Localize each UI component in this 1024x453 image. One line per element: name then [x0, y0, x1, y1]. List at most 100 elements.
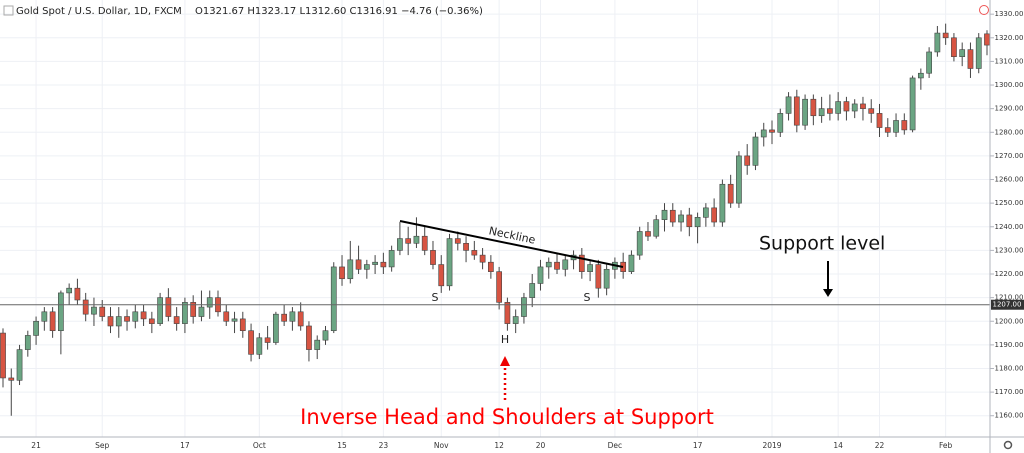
candle-body [521, 297, 527, 317]
y-tick-label: 1170.00 [995, 388, 1024, 396]
x-tick-label: 2019 [762, 441, 781, 450]
x-tick-label: 20 [536, 441, 546, 450]
axes: 1160.00 1170.00 1180.00 1190.00 1200.00 1210.… [31, 10, 1024, 450]
candle-body [182, 302, 188, 324]
candle-body [91, 306, 97, 315]
candle-body [430, 250, 436, 265]
candle-body [901, 120, 908, 131]
candle-body [140, 311, 147, 320]
candle-body [454, 238, 461, 244]
candle-body [884, 127, 891, 133]
candle-body [99, 306, 106, 317]
candle-body [702, 207, 709, 218]
candle-body [537, 266, 544, 284]
candle-body [951, 37, 957, 57]
candle-body [984, 33, 990, 46]
candle-body [380, 261, 387, 268]
candle-body [463, 243, 469, 251]
candle-body [653, 219, 660, 237]
caption: Inverse Head and Shoulders at Support [300, 405, 714, 429]
candle-body [744, 155, 751, 166]
candle-body [860, 103, 866, 109]
neckline [399, 220, 624, 268]
candle-body [24, 335, 31, 350]
candle-body [645, 231, 651, 237]
candle-body [231, 318, 238, 322]
candle-body [330, 266, 337, 332]
candle-body [959, 49, 966, 57]
candle-body [562, 259, 569, 270]
y-tick-label: 1270.00 [995, 152, 1024, 160]
candle-body [264, 337, 271, 343]
y-tick-label: 1230.00 [995, 246, 1024, 254]
candle-body [248, 330, 254, 355]
x-tick-label: Nov [434, 441, 449, 450]
candle-body [587, 264, 593, 272]
x-tick-label: 17 [693, 441, 703, 450]
y-tick-label: 1160.00 [995, 412, 1024, 420]
candle-body [49, 311, 56, 332]
candle-body [504, 302, 511, 324]
symbol-icon[interactable] [3, 5, 14, 16]
candle-body [678, 214, 684, 223]
candle-body [661, 209, 668, 220]
candle-body [132, 311, 139, 322]
candle-body [124, 316, 130, 322]
y-tick-label: 1180.00 [995, 364, 1024, 372]
candle-body [926, 51, 932, 74]
candle-body [16, 349, 23, 381]
candle-body [107, 316, 114, 327]
settings-icon[interactable] [1003, 440, 1013, 450]
candle-body [578, 254, 585, 272]
candle-body [488, 261, 494, 272]
candle-body [711, 207, 717, 223]
candle-body [851, 103, 858, 112]
x-tick-label: Dec [608, 441, 623, 450]
candle-body [8, 377, 15, 381]
candle-body [273, 313, 279, 343]
candle-body [967, 49, 974, 69]
head-arrow-head [500, 356, 510, 366]
candle-body [876, 113, 883, 128]
candle-body [760, 129, 767, 138]
candle-body [636, 231, 643, 256]
candle-body [355, 259, 362, 270]
alert-icon[interactable] [979, 5, 989, 15]
candle-body [347, 259, 354, 280]
candle-body [827, 108, 833, 114]
candle-body [397, 238, 403, 251]
candle-body [256, 337, 263, 355]
candle-body [405, 238, 412, 244]
candle-body [306, 325, 312, 350]
x-tick-label: Oct [253, 441, 266, 450]
candle-body [446, 238, 453, 287]
x-tick-label: Feb [939, 441, 953, 450]
candle-body [190, 302, 197, 317]
candle-body [975, 37, 982, 69]
x-tick-label: Sep [95, 441, 109, 450]
candle-body [239, 318, 246, 332]
candle-body [529, 283, 536, 298]
y-tick-label: 1240.00 [995, 223, 1024, 231]
candle-body [686, 214, 693, 228]
candle-body [74, 287, 81, 301]
support-price-tag [991, 299, 1024, 310]
y-tick-label: 1190.00 [995, 341, 1024, 349]
candle-body [206, 297, 213, 308]
candle-body [471, 250, 478, 256]
candle-body [934, 32, 941, 53]
support-arrow-head [823, 289, 833, 297]
candle-body [603, 268, 610, 289]
y-tick-label: 1300.00 [995, 81, 1024, 89]
candle-body [719, 183, 726, 223]
candle-body [388, 250, 395, 268]
candle-body [777, 113, 784, 133]
y-tick-label: 1220.00 [995, 270, 1024, 278]
candle-body [917, 72, 924, 79]
x-tick-label: 21 [31, 441, 41, 450]
left-shoulder-label: S [432, 291, 439, 304]
candle-body [66, 287, 73, 294]
candle-body [512, 316, 519, 324]
candle-body [694, 217, 701, 228]
